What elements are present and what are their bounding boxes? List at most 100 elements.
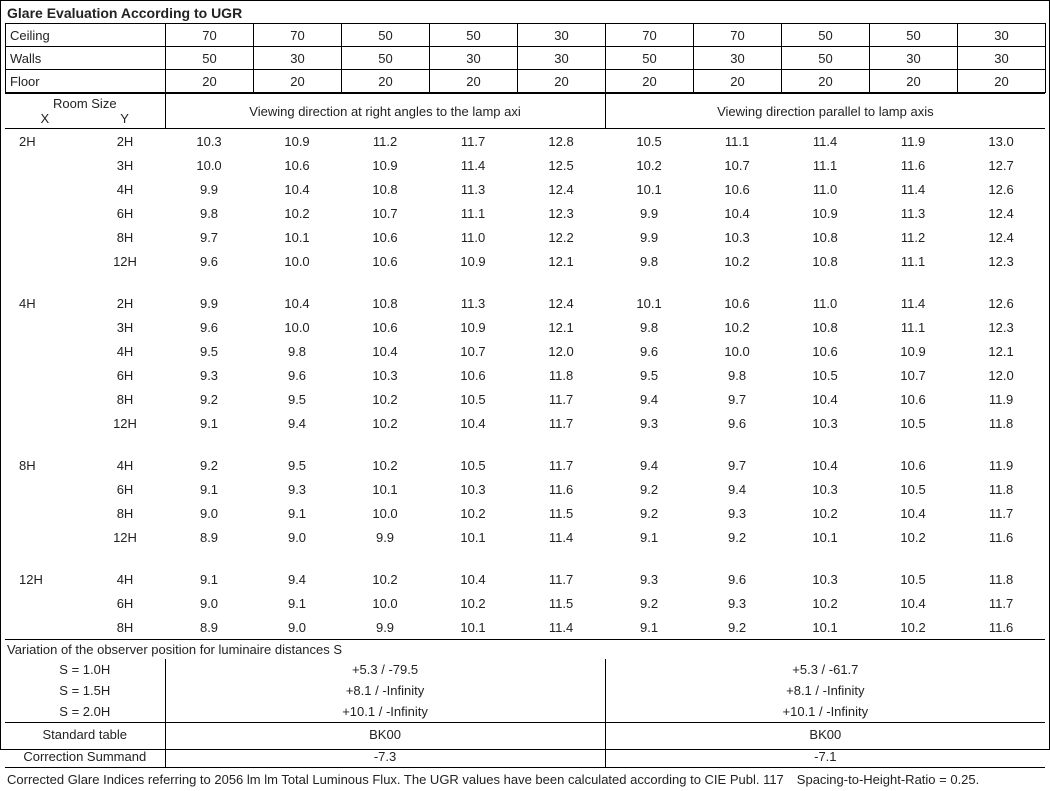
- header-cell: 30: [958, 24, 1046, 47]
- value-cell: 10.1: [253, 225, 341, 249]
- table-row: 6H9.810.210.711.112.39.910.410.911.312.4: [5, 201, 1045, 225]
- y-cell: 6H: [85, 201, 165, 225]
- value-cell: 10.6: [429, 363, 517, 387]
- table-row: 4H2H9.910.410.811.312.410.110.611.011.41…: [5, 291, 1045, 315]
- y-cell: 12H: [85, 249, 165, 273]
- value-cell: 11.4: [517, 615, 605, 640]
- table-row: 4H9.910.410.811.312.410.110.611.011.412.…: [5, 177, 1045, 201]
- table-row: 12H9.19.410.210.411.79.39.610.310.511.8: [5, 411, 1045, 435]
- x-cell: 8H: [5, 453, 85, 477]
- table-row: 3H10.010.610.911.412.510.210.711.111.612…: [5, 153, 1045, 177]
- x-cell: 2H: [5, 129, 85, 154]
- correction-left: -7.3: [165, 746, 605, 768]
- value-cell: 10.7: [429, 339, 517, 363]
- value-cell: 9.4: [693, 477, 781, 501]
- value-cell: 12.4: [517, 291, 605, 315]
- value-cell: 10.6: [341, 249, 429, 273]
- header-cell: 20: [342, 70, 430, 93]
- standard-row-2: Correction Summand -7.3 -7.1: [5, 746, 1045, 768]
- value-cell: 11.5: [517, 591, 605, 615]
- value-cell: 9.9: [341, 525, 429, 549]
- variation-left: +5.3 / -79.5: [165, 659, 605, 680]
- x-label: X: [41, 111, 50, 126]
- standard-right: BK00: [605, 723, 1045, 747]
- y-cell: 3H: [85, 153, 165, 177]
- value-cell: 9.9: [605, 201, 693, 225]
- value-cell: 11.8: [517, 363, 605, 387]
- y-cell: 12H: [85, 411, 165, 435]
- x-cell: [5, 315, 85, 339]
- value-cell: 10.4: [781, 453, 869, 477]
- value-cell: 11.0: [781, 291, 869, 315]
- roomsize-label: Room Size: [5, 96, 165, 111]
- y-cell: 2H: [85, 129, 165, 154]
- value-cell: 10.5: [429, 453, 517, 477]
- header-cell: 50: [166, 47, 254, 70]
- value-cell: 10.0: [253, 249, 341, 273]
- value-cell: 9.3: [605, 411, 693, 435]
- value-cell: 9.2: [693, 525, 781, 549]
- value-cell: 12.4: [957, 225, 1045, 249]
- value-cell: 11.9: [957, 387, 1045, 411]
- x-cell: [5, 591, 85, 615]
- value-cell: 10.0: [693, 339, 781, 363]
- x-cell: [5, 363, 85, 387]
- x-cell: [5, 615, 85, 640]
- value-cell: 12.7: [957, 153, 1045, 177]
- value-cell: 10.7: [869, 363, 957, 387]
- value-cell: 11.4: [429, 153, 517, 177]
- standard-left: BK00: [165, 723, 605, 747]
- value-cell: 10.4: [781, 387, 869, 411]
- value-cell: 11.3: [429, 291, 517, 315]
- value-cell: 10.1: [429, 615, 517, 640]
- header-cell: 20: [870, 70, 958, 93]
- y-cell: 4H: [85, 453, 165, 477]
- value-cell: 10.2: [781, 591, 869, 615]
- value-cell: 11.4: [517, 525, 605, 549]
- value-cell: 9.1: [165, 411, 253, 435]
- value-cell: 10.4: [253, 177, 341, 201]
- value-cell: 11.0: [429, 225, 517, 249]
- value-cell: 9.8: [605, 249, 693, 273]
- value-cell: 12.0: [517, 339, 605, 363]
- value-cell: 12.5: [517, 153, 605, 177]
- value-cell: 8.9: [165, 525, 253, 549]
- footnote-text: Corrected Glare Indices referring to 205…: [5, 768, 1045, 791]
- value-cell: 10.2: [429, 501, 517, 525]
- x-cell: [5, 411, 85, 435]
- value-cell: 10.7: [341, 201, 429, 225]
- header-cell: 20: [166, 70, 254, 93]
- value-cell: 10.1: [781, 615, 869, 640]
- value-cell: 11.1: [781, 153, 869, 177]
- x-cell: [5, 387, 85, 411]
- value-cell: 9.8: [605, 315, 693, 339]
- value-cell: 11.7: [957, 501, 1045, 525]
- value-cell: 9.3: [605, 567, 693, 591]
- value-cell: 9.1: [165, 567, 253, 591]
- y-label: Y: [120, 111, 129, 126]
- table-row: 4H9.59.810.410.712.09.610.010.610.912.1: [5, 339, 1045, 363]
- x-cell: [5, 501, 85, 525]
- header-cell: 20: [694, 70, 782, 93]
- x-cell: [5, 177, 85, 201]
- variation-row: S = 1.0H+5.3 / -79.5+5.3 / -61.7: [5, 659, 1045, 680]
- value-cell: 9.5: [253, 387, 341, 411]
- header-cell: 50: [782, 47, 870, 70]
- variation-right: +5.3 / -61.7: [605, 659, 1045, 680]
- y-cell: 4H: [85, 567, 165, 591]
- y-cell: 8H: [85, 501, 165, 525]
- ugr-sheet: Glare Evaluation According to UGR Ceilin…: [0, 0, 1050, 750]
- value-cell: 9.1: [165, 477, 253, 501]
- table-row: 12H8.99.09.910.111.49.19.210.110.211.6: [5, 525, 1045, 549]
- value-cell: 10.4: [693, 201, 781, 225]
- header-row: Floor20202020202020202020: [6, 70, 1046, 93]
- y-cell: 2H: [85, 291, 165, 315]
- value-cell: 10.5: [781, 363, 869, 387]
- header-cell: 30: [254, 47, 342, 70]
- header-cell: 50: [430, 24, 518, 47]
- header-cell: 50: [870, 24, 958, 47]
- value-cell: 10.1: [429, 525, 517, 549]
- value-cell: 10.2: [341, 453, 429, 477]
- value-cell: 10.6: [341, 315, 429, 339]
- value-cell: 10.9: [341, 153, 429, 177]
